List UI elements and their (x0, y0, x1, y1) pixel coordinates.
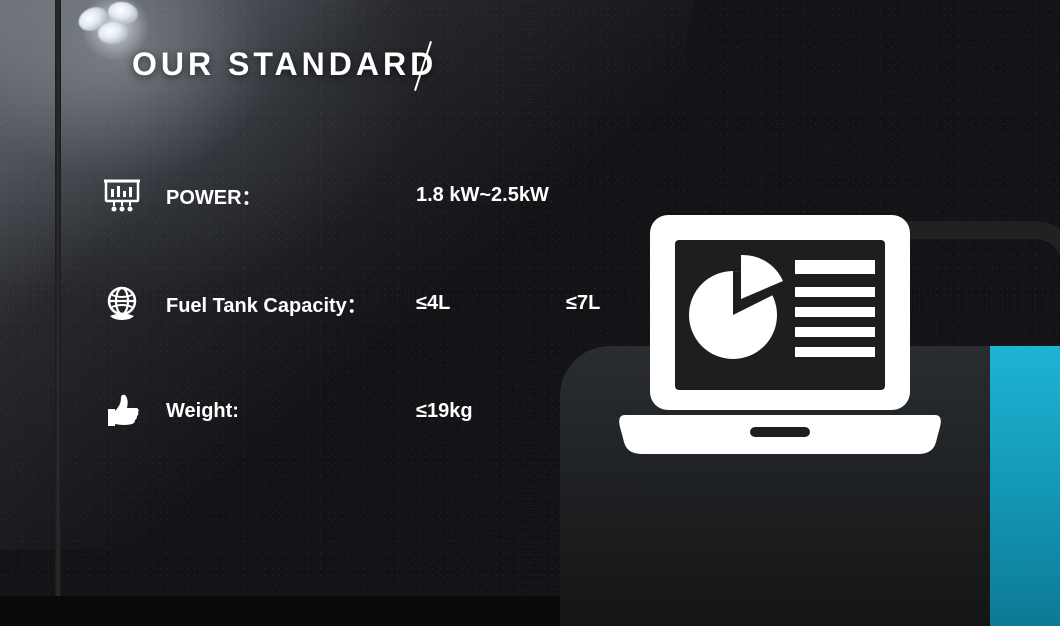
spec-value: 1.8 kW~2.5kW (416, 184, 549, 207)
presentation-icon (102, 175, 142, 215)
spec-label: Weight: (166, 400, 416, 423)
spec-row-power: POWER： 1.8 kW~2.5kW (102, 175, 623, 215)
spec-label: Fuel Tank Capacity： (166, 289, 416, 318)
spec-value: ≤19kg (416, 400, 536, 423)
thumbs-up-icon (102, 391, 142, 431)
page-title: OUR STANDARD (132, 46, 437, 83)
spec-label: POWER： (166, 181, 416, 210)
laptop-analytics-icon (615, 205, 945, 465)
spec-value: ≤4L (416, 292, 536, 315)
globe-icon (102, 283, 142, 323)
light-pole (55, 0, 61, 596)
